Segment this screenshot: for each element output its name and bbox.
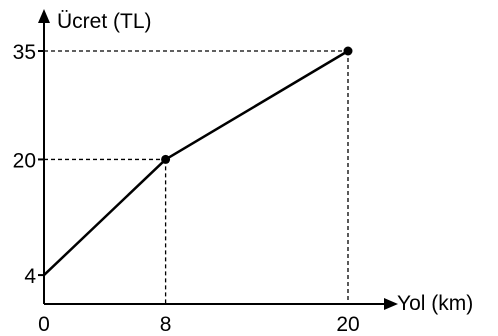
y-axis-arrow xyxy=(38,9,50,23)
series-group xyxy=(43,46,353,276)
data-point xyxy=(161,154,171,164)
x-tick-label: 8 xyxy=(160,313,172,336)
y-axis-label: Ücret (TL) xyxy=(57,10,152,33)
dashed-guides xyxy=(44,50,349,304)
tick-labels: 4 20 35 0 8 20 xyxy=(13,41,360,336)
series-line xyxy=(43,49,349,276)
x-tick-label: 0 xyxy=(38,313,50,336)
y-tick-label: 20 xyxy=(13,149,36,172)
y-tick-label: 35 xyxy=(13,41,36,64)
x-axis-label: Yol (km) xyxy=(397,292,473,315)
x-axis-arrow xyxy=(384,298,398,310)
axes xyxy=(38,9,398,310)
data-point xyxy=(343,46,353,56)
y-tick-label: 4 xyxy=(24,265,36,288)
x-tick-label: 20 xyxy=(336,313,359,336)
